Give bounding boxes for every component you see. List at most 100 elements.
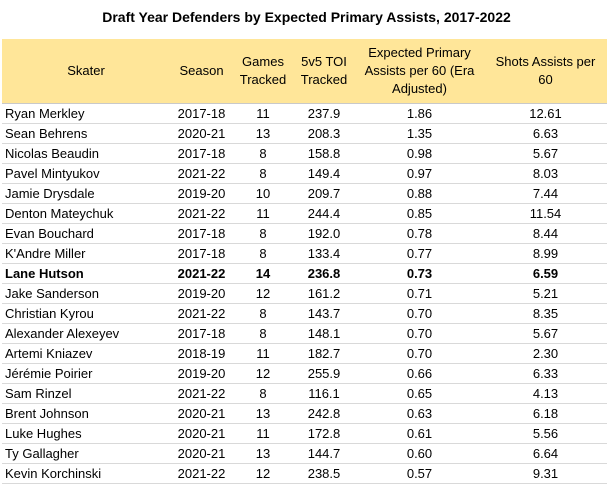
table-row[interactable]: Pavel Mintyukov 2021-22 8 149.4 0.97 8.03 (2, 163, 607, 184)
shot-assists-cell: 6.33 (484, 363, 607, 384)
expected-primary-assists-cell: 1.35 (355, 123, 484, 144)
games-tracked-cell: 12 (233, 363, 293, 384)
table-row[interactable]: Evan Bouchard 2017-18 8 192.0 0.78 8.44 (2, 223, 607, 244)
expected-primary-assists-cell: 0.61 (355, 423, 484, 444)
shot-assists-cell: 8.03 (484, 163, 607, 184)
games-tracked-cell: 13 (233, 403, 293, 424)
column-header-games-tracked[interactable]: Games Tracked (233, 39, 293, 104)
shot-assists-cell: 6.63 (484, 123, 607, 144)
table-row[interactable]: Sam Rinzel 2021-22 8 116.1 0.65 4.13 (2, 383, 607, 404)
skater-cell: Sam Rinzel (2, 383, 170, 404)
column-header-toi-tracked[interactable]: 5v5 TOI Tracked (293, 39, 355, 104)
games-tracked-cell: 11 (233, 343, 293, 364)
skater-cell: Sean Behrens (2, 123, 170, 144)
season-cell: 2019-20 (170, 283, 233, 304)
expected-primary-assists-cell: 0.65 (355, 383, 484, 404)
season-cell: 2018-19 (170, 343, 233, 364)
skater-cell: K'Andre Miller (2, 243, 170, 264)
games-tracked-cell: 8 (233, 243, 293, 264)
toi-tracked-cell: 172.8 (293, 423, 355, 444)
expected-primary-assists-cell: 0.60 (355, 443, 484, 464)
expected-primary-assists-cell: 0.63 (355, 403, 484, 424)
shot-assists-cell: 8.35 (484, 303, 607, 324)
shot-assists-cell: 7.44 (484, 183, 607, 204)
skater-cell: Denton Mateychuk (2, 203, 170, 224)
shot-assists-cell: 9.31 (484, 463, 607, 484)
toi-tracked-cell: 143.7 (293, 303, 355, 324)
table-row[interactable]: Luke Hughes 2020-21 11 172.8 0.61 5.56 (2, 423, 607, 444)
games-tracked-cell: 8 (233, 143, 293, 164)
expected-primary-assists-cell: 0.70 (355, 343, 484, 364)
expected-primary-assists-cell: 0.88 (355, 183, 484, 204)
table-row[interactable]: Ryan Merkley 2017-18 11 237.9 1.86 12.61 (2, 103, 607, 124)
table-row[interactable]: Brent Johnson 2020-21 13 242.8 0.63 6.18 (2, 403, 607, 424)
skater-cell: Pavel Mintyukov (2, 163, 170, 184)
shot-assists-cell: 4.13 (484, 383, 607, 404)
column-header-skater[interactable]: Skater (2, 39, 170, 104)
table-row[interactable]: Sean Behrens 2020-21 13 208.3 1.35 6.63 (2, 123, 607, 144)
shot-assists-cell: 6.59 (484, 263, 607, 284)
games-tracked-cell: 11 (233, 423, 293, 444)
expected-primary-assists-cell: 0.70 (355, 323, 484, 344)
header-row: Skater Season Games Tracked 5v5 TOI Trac… (2, 39, 607, 104)
expected-primary-assists-cell: 0.98 (355, 143, 484, 164)
expected-primary-assists-cell: 0.70 (355, 303, 484, 324)
column-header-shot-assists[interactable]: Shots Assists per 60 (484, 39, 607, 104)
toi-tracked-cell: 144.7 (293, 443, 355, 464)
toi-tracked-cell: 149.4 (293, 163, 355, 184)
expected-primary-assists-cell: 0.57 (355, 463, 484, 484)
season-cell: 2017-18 (170, 323, 233, 344)
games-tracked-cell: 10 (233, 183, 293, 204)
games-tracked-cell: 12 (233, 463, 293, 484)
toi-tracked-cell: 208.3 (293, 123, 355, 144)
skater-cell: Luke Hughes (2, 423, 170, 444)
table-row[interactable]: Christian Kyrou 2021-22 8 143.7 0.70 8.35 (2, 303, 607, 324)
table-row[interactable]: Lane Hutson 2021-22 14 236.8 0.73 6.59 (2, 263, 607, 284)
season-cell: 2021-22 (170, 203, 233, 224)
expected-primary-assists-cell: 0.85 (355, 203, 484, 224)
table-row[interactable]: Denton Mateychuk 2021-22 11 244.4 0.85 11.54 (2, 203, 607, 224)
shot-assists-cell: 6.18 (484, 403, 607, 424)
expected-primary-assists-cell: 0.73 (355, 263, 484, 284)
games-tracked-cell: 11 (233, 103, 293, 124)
shot-assists-cell: 5.21 (484, 283, 607, 304)
table-row[interactable]: Ty Gallagher 2020-21 13 144.7 0.60 6.64 (2, 443, 607, 464)
season-cell: 2020-21 (170, 403, 233, 424)
skater-cell: Jamie Drysdale (2, 183, 170, 204)
toi-tracked-cell: 237.9 (293, 103, 355, 124)
toi-tracked-cell: 192.0 (293, 223, 355, 244)
skater-cell: Ryan Merkley (2, 103, 170, 124)
skater-cell: Jérémie Poirier (2, 363, 170, 384)
toi-tracked-cell: 148.1 (293, 323, 355, 344)
toi-tracked-cell: 236.8 (293, 263, 355, 284)
season-cell: 2017-18 (170, 223, 233, 244)
games-tracked-cell: 13 (233, 123, 293, 144)
toi-tracked-cell: 244.4 (293, 203, 355, 224)
table-row[interactable]: Kevin Korchinski 2021-22 12 238.5 0.57 9.31 (2, 463, 607, 484)
games-tracked-cell: 8 (233, 163, 293, 184)
table-row[interactable]: Alexander Alexeyev 2017-18 8 148.1 0.70 5.67 (2, 323, 607, 344)
shot-assists-cell: 2.30 (484, 343, 607, 364)
season-cell: 2021-22 (170, 163, 233, 184)
season-cell: 2020-21 (170, 123, 233, 144)
table-row[interactable]: Jamie Drysdale 2019-20 10 209.7 0.88 7.44 (2, 183, 607, 204)
shot-assists-cell: 5.67 (484, 323, 607, 344)
expected-primary-assists-cell: 0.97 (355, 163, 484, 184)
column-header-expected-primary-assists[interactable]: Expected Primary Assists per 60 (Era Adj… (355, 39, 484, 104)
season-cell: 2019-20 (170, 183, 233, 204)
table-row[interactable]: Nicolas Beaudin 2017-18 8 158.8 0.98 5.67 (2, 143, 607, 164)
table-body: Ryan Merkley 2017-18 11 237.9 1.86 12.61 Sean … (2, 103, 607, 484)
season-cell: 2019-20 (170, 363, 233, 384)
games-tracked-cell: 11 (233, 203, 293, 224)
toi-tracked-cell: 133.4 (293, 243, 355, 264)
table-row[interactable]: Jérémie Poirier 2019-20 12 255.9 0.66 6.33 (2, 363, 607, 384)
table-row[interactable]: Artemi Kniazev 2018-19 11 182.7 0.70 2.30 (2, 343, 607, 364)
skater-cell: Alexander Alexeyev (2, 323, 170, 344)
season-cell: 2017-18 (170, 143, 233, 164)
season-cell: 2017-18 (170, 103, 233, 124)
shot-assists-cell: 8.44 (484, 223, 607, 244)
table-row[interactable]: Jake Sanderson 2019-20 12 161.2 0.71 5.21 (2, 283, 607, 304)
season-cell: 2020-21 (170, 423, 233, 444)
column-header-season[interactable]: Season (170, 39, 233, 104)
table-row[interactable]: K'Andre Miller 2017-18 8 133.4 0.77 8.99 (2, 243, 607, 264)
